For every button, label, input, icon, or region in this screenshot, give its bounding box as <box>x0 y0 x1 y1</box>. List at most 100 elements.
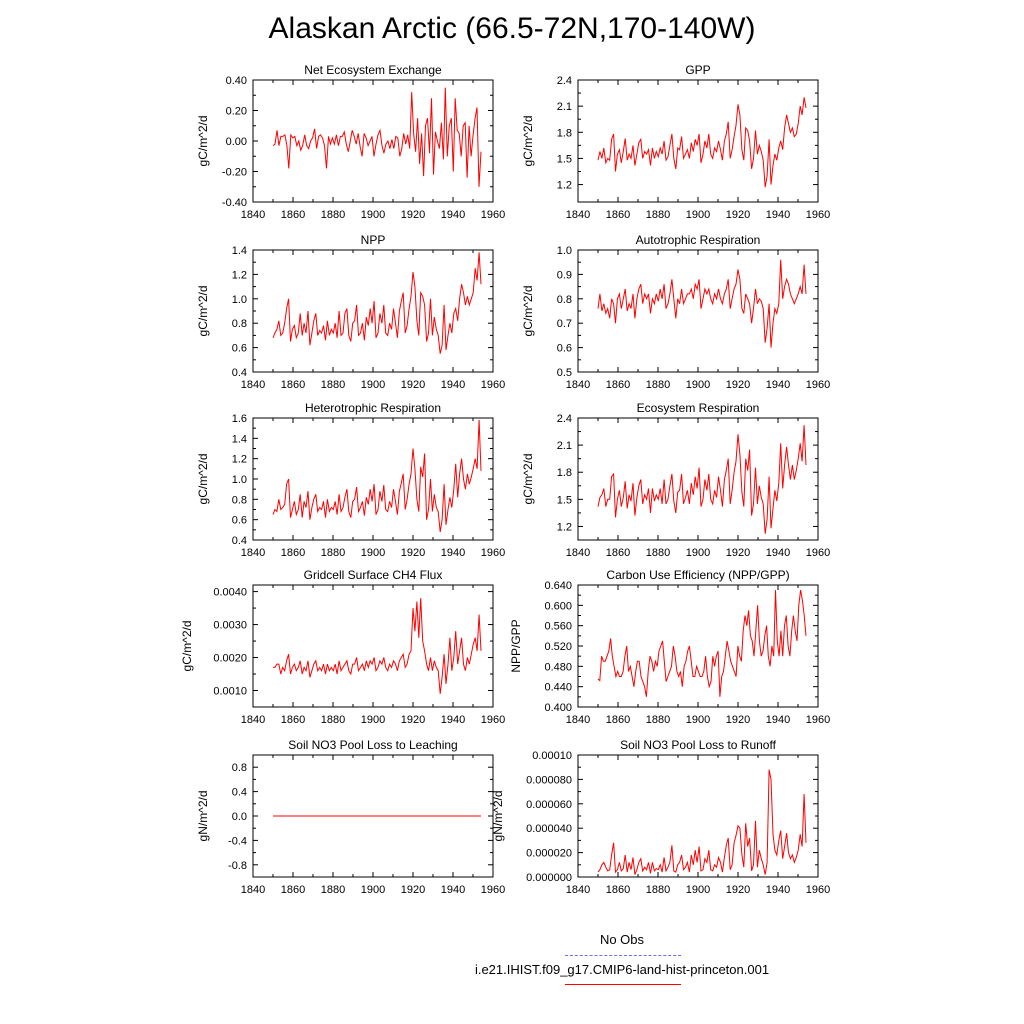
x-tick-label: 1840 <box>241 714 265 726</box>
y-tick-label: 0.000040 <box>526 823 572 835</box>
y-tick-label: 1.2 <box>232 454 247 466</box>
y-tick-label: -0.40 <box>222 197 247 209</box>
series-line-0 <box>597 259 807 348</box>
x-tick-label: 1940 <box>441 379 465 391</box>
y-tick-label: 0.6 <box>232 515 247 527</box>
x-tick-label: 1840 <box>566 379 590 391</box>
x-tick-label: 1880 <box>321 547 345 559</box>
y-tick-label: 0.000080 <box>526 774 572 786</box>
y-tick-label: 0.0 <box>232 811 247 823</box>
x-tick-label: 1860 <box>281 714 305 726</box>
x-tick-label: 1900 <box>361 209 385 221</box>
x-tick-label: 1900 <box>361 714 385 726</box>
x-tick-label: 1940 <box>441 547 465 559</box>
series-line-0 <box>597 97 807 188</box>
x-tick-label: 1860 <box>606 379 630 391</box>
x-tick-label: 1860 <box>606 547 630 559</box>
chart-panel-8: Soil NO3 Pool Loss to Leaching gN/m^2/d 18… <box>196 738 505 896</box>
x-tick-label: 1940 <box>766 379 790 391</box>
x-tick-label: 1920 <box>401 379 425 391</box>
panel-title: Net Ecosystem Exchange <box>304 63 442 77</box>
x-tick-label: 1840 <box>241 547 265 559</box>
y-tick-label: 2.1 <box>557 101 572 113</box>
x-tick-label: 1940 <box>441 714 465 726</box>
y-tick-label: 0.4 <box>232 535 247 547</box>
x-tick-label: 1940 <box>766 714 790 726</box>
chart-panel-2: NPP gC/m^2/d 1840 1860 1880 1900 1920 1940 1960 0… <box>196 233 505 391</box>
y-tick-label: -0.8 <box>228 860 247 872</box>
y-tick-label: 0.4 <box>232 367 247 379</box>
x-tick-label: 1940 <box>441 884 465 896</box>
x-tick-label: 1840 <box>566 547 590 559</box>
x-tick-label: 1960 <box>481 547 505 559</box>
panel-title: NPP <box>361 233 386 247</box>
chart-panel-5: Ecosystem Respiration gC/m^2/d 1840 1860 188… <box>521 401 830 559</box>
x-tick-label: 1920 <box>401 884 425 896</box>
y-tick-label: 1.8 <box>557 467 572 479</box>
y-tick-label: 0.4 <box>232 787 247 799</box>
x-tick-label: 1920 <box>401 547 425 559</box>
series-line-0 <box>272 419 482 532</box>
y-tick-label: 2.4 <box>557 413 572 425</box>
chart-panel-7: Carbon Use Efficiency (NPP/GPP) NPP/GPP 18… <box>509 568 830 726</box>
series-line-0 <box>597 425 807 534</box>
y-tick-label: 1.4 <box>232 433 247 445</box>
x-tick-label: 1920 <box>726 209 750 221</box>
x-tick-label: 1880 <box>321 884 345 896</box>
y-axis-label: gC/m^2/d <box>521 454 535 505</box>
panel-title: Autotrophic Respiration <box>636 233 761 247</box>
y-axis-label: gC/m^2/d <box>180 621 194 672</box>
y-tick-label: 0.600 <box>544 600 572 612</box>
y-tick-label: 0.0020 <box>213 653 247 665</box>
x-tick-label: 1920 <box>726 884 750 896</box>
x-tick-label: 1860 <box>281 884 305 896</box>
y-tick-label: 0.40 <box>226 75 247 87</box>
x-tick-label: 1860 <box>606 209 630 221</box>
x-tick-label: 1900 <box>686 379 710 391</box>
x-tick-label: 1840 <box>566 714 590 726</box>
plot-frame <box>252 79 494 203</box>
x-tick-label: 1880 <box>646 547 670 559</box>
y-axis-label: gC/m^2/d <box>196 116 210 167</box>
panel-title: Heterotrophic Respiration <box>305 401 441 415</box>
series-line-0 <box>273 598 482 694</box>
y-tick-label: 1.2 <box>232 269 247 281</box>
x-tick-label: 1900 <box>361 379 385 391</box>
x-tick-label: 1860 <box>281 547 305 559</box>
x-tick-label: 1880 <box>646 209 670 221</box>
y-tick-label: 1.2 <box>557 180 572 192</box>
panel-title: GPP <box>685 63 710 77</box>
x-tick-label: 1960 <box>481 379 505 391</box>
y-axis-label: gC/m^2/d <box>521 116 535 167</box>
y-tick-label: -0.4 <box>228 835 247 847</box>
y-tick-label: 0.20 <box>226 106 247 118</box>
x-tick-label: 1960 <box>481 884 505 896</box>
y-tick-label: 0.0010 <box>213 686 247 698</box>
x-tick-label: 1840 <box>241 379 265 391</box>
series-line-0 <box>597 590 807 697</box>
chart-panel-0: Net Ecosystem Exchange gC/m^2/d 1840 1860 18… <box>196 63 505 221</box>
x-tick-label: 1900 <box>361 547 385 559</box>
y-tick-label: 2.1 <box>557 440 572 452</box>
x-tick-label: 1880 <box>321 714 345 726</box>
y-tick-label: 0.6 <box>557 343 572 355</box>
y-tick-label: 1.0 <box>557 245 572 257</box>
x-tick-label: 1840 <box>241 209 265 221</box>
x-tick-label: 1960 <box>806 547 830 559</box>
y-tick-label: 0.8 <box>232 494 247 506</box>
y-tick-label: 0.00010 <box>532 750 572 762</box>
y-tick-label: 0.8 <box>557 294 572 306</box>
x-tick-label: 1960 <box>806 209 830 221</box>
y-tick-label: 0.0040 <box>213 587 247 599</box>
y-axis-label: gN/m^2/d <box>196 791 210 842</box>
y-tick-label: 1.4 <box>232 245 247 257</box>
y-tick-label: 0.5 <box>557 367 572 379</box>
x-tick-label: 1840 <box>566 884 590 896</box>
x-tick-label: 1940 <box>766 547 790 559</box>
x-tick-label: 1960 <box>806 379 830 391</box>
x-tick-label: 1960 <box>806 714 830 726</box>
y-axis-label: gN/m^2/d <box>491 791 505 842</box>
x-tick-label: 1900 <box>686 714 710 726</box>
chart-panel-9: Soil NO3 Pool Loss to Runoff gN/m^2/d 1840… <box>491 738 830 896</box>
